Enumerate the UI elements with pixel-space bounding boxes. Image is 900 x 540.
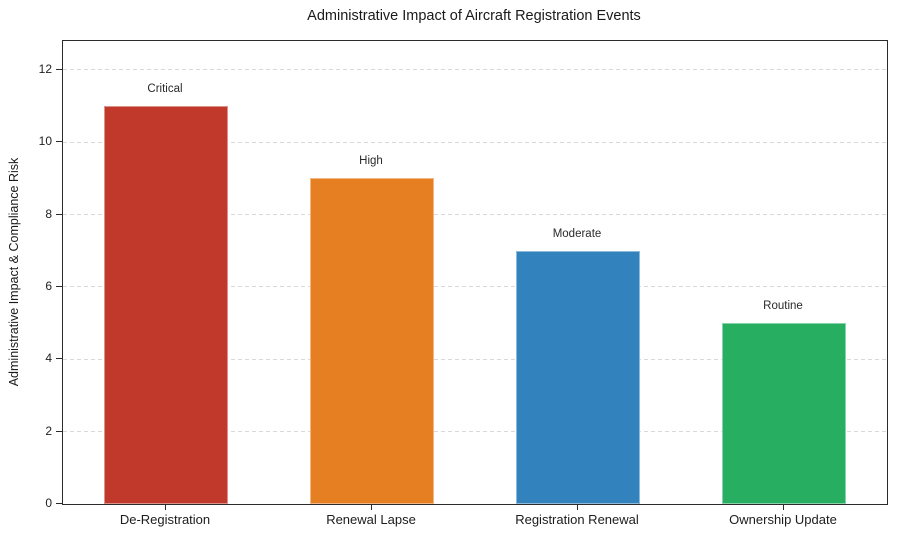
gridline [63, 431, 887, 433]
x-tick-mark [371, 504, 372, 510]
x-tick-label: Renewal Lapse [326, 512, 416, 527]
gridline [63, 69, 887, 71]
bar-ownership-update [722, 323, 846, 504]
y-axis-label: Administrative Impact & Compliance Risk [7, 157, 21, 387]
y-tick-label: 6 [45, 278, 52, 293]
gridline [63, 358, 887, 360]
y-tick-mark [56, 430, 62, 432]
bar-registration-renewal [516, 251, 640, 504]
bar-value-label: Moderate [552, 227, 602, 240]
x-tick-mark [165, 504, 166, 510]
bar-de-registration [104, 106, 228, 504]
y-tick-label: 2 [45, 423, 52, 438]
bar-value-label: Critical [147, 83, 183, 96]
y-tick-mark [56, 285, 62, 287]
y-tick-mark [56, 141, 62, 143]
x-tick-label: De-Registration [119, 512, 211, 527]
x-tick-label: Registration Renewal [515, 512, 639, 527]
y-tick-label: 10 [38, 134, 52, 149]
y-tick-mark [56, 213, 62, 215]
y-tick-label: 0 [45, 496, 52, 510]
y-tick-label: 8 [45, 206, 52, 221]
y-tick-mark [56, 503, 62, 504]
x-tick-mark [783, 504, 784, 510]
gridline [63, 286, 887, 288]
gridline [63, 141, 887, 143]
x-tick-mark [577, 504, 578, 510]
gridline [63, 214, 887, 216]
y-tick-mark [56, 68, 62, 70]
x-tick-label: Ownership Update [729, 512, 837, 527]
y-tick-mark [56, 358, 62, 360]
bar-value-label: High [359, 155, 383, 168]
bar-renewal-lapse [310, 178, 434, 504]
chart-title: Administrative Impact of Aircraft Regist… [307, 8, 641, 24]
bar-value-label: Routine [763, 300, 803, 313]
plot-area [62, 40, 888, 505]
y-tick-label: 12 [38, 61, 52, 76]
y-tick-label: 4 [45, 351, 52, 366]
